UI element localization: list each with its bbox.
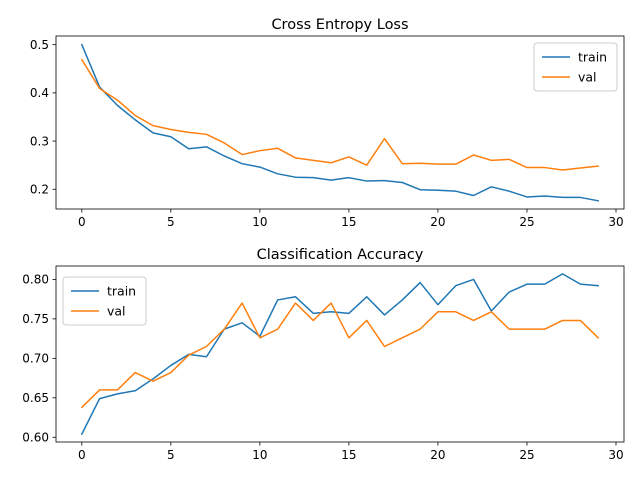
x-tick-label: 30: [608, 215, 623, 229]
legend-label-val: val: [107, 304, 126, 319]
x-tick-label: 0: [78, 215, 86, 229]
chart-title: Cross Entropy Loss: [271, 17, 408, 33]
legend: train val: [533, 42, 618, 92]
axes-frame: [55, 35, 625, 210]
x-tick-label: 15: [341, 215, 356, 229]
subplot-2: Classification Accuracy 0 5 10 15 20 25 30 0.60 0…: [22, 247, 625, 462]
axes-frame: [55, 265, 625, 443]
legend-box: [62, 276, 147, 326]
x-tick-label: 20: [430, 215, 445, 229]
x-tick-label: 0: [78, 448, 86, 462]
x-tick-label: 15: [341, 448, 356, 462]
x-tick-label: 25: [519, 448, 534, 462]
series-line-train: [80, 43, 600, 202]
series-line-val: [80, 58, 600, 171]
y-tick-label: 0.65: [22, 391, 49, 405]
x-tick-label: 20: [430, 448, 445, 462]
x-tick-label: 10: [252, 448, 267, 462]
y-tick-label: 0.80: [22, 273, 49, 287]
legend-label-train: train: [578, 50, 607, 65]
y-tick-label: 0.70: [22, 352, 49, 366]
subplot-1: Cross Entropy Loss 0 5 10 15 20 25 30 0.2 0.3 0.4 0…: [30, 17, 625, 229]
y-tick-label: 0.60: [22, 431, 49, 445]
y-tick-label: 0.5: [30, 38, 49, 52]
y-tick-label: 0.2: [30, 183, 49, 197]
x-tick-label: 10: [252, 215, 267, 229]
legend-label-val: val: [578, 70, 597, 85]
legend-label-train: train: [107, 284, 136, 299]
y-tick-label: 0.4: [30, 86, 49, 100]
x-tick-label: 5: [167, 448, 175, 462]
legend: train val: [62, 276, 147, 326]
legend-box: [533, 42, 618, 92]
y-tick-label: 0.75: [22, 312, 49, 326]
y-tick-label: 0.3: [30, 134, 49, 148]
series-line-val: [80, 302, 600, 409]
x-tick-label: 30: [608, 448, 623, 462]
x-tick-label: 5: [167, 215, 175, 229]
x-tick-label: 25: [519, 215, 534, 229]
chart-title: Classification Accuracy: [257, 247, 424, 263]
series-line-train: [80, 273, 599, 436]
